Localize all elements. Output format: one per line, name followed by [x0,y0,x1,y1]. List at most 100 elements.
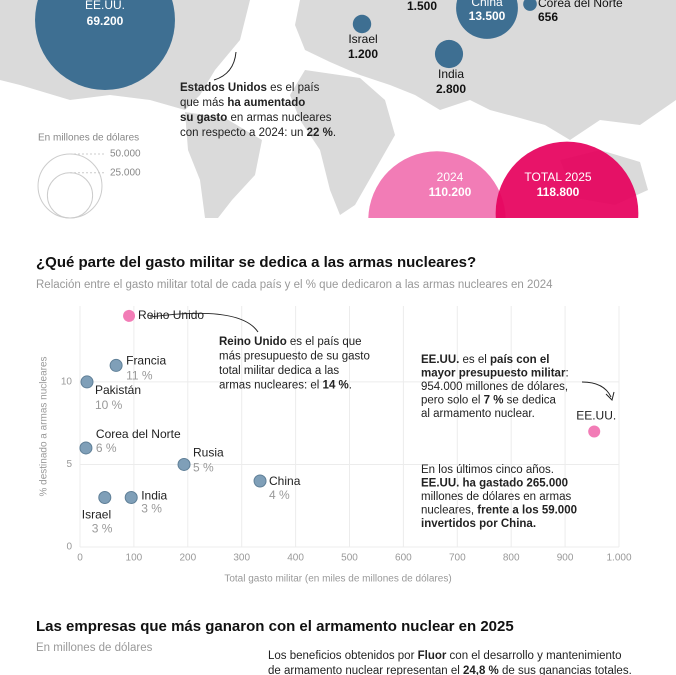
rich-segment: con respecto a 2024: un [180,127,307,139]
rich-segment: es el país que [287,336,362,348]
point-name: Rusia [193,446,224,460]
annotation-leader [581,381,612,398]
bubble [35,0,175,90]
rich-line: pero solo el 7 % se dedica [421,395,557,407]
size-legend-label: 25.000 [110,167,141,178]
point-name: India [141,489,167,503]
point-value-label: 4 % [269,488,290,502]
totals [368,141,639,218]
bubble [456,0,518,39]
section-title: Las empresas que más ganaron con el arma… [36,618,514,635]
rich-segment: 14 % [323,380,349,392]
rich-line: mayor presupuesto militar: [421,368,569,380]
total-value: 110.200 [429,185,472,199]
bubble-name: India [438,67,464,81]
annotation-leader [213,51,237,81]
rich-segment: : [565,368,568,380]
rich-segment: Estados Unidos [180,82,267,94]
bubble-value: 1.500 [407,0,437,13]
total-bubble [368,151,506,218]
rich-line: con respecto a 2024: un 22 %. [180,127,336,139]
bubble-value: 69.200 [87,14,124,28]
point [124,490,138,504]
annotation-arrow [605,391,615,401]
bubble [434,39,464,69]
x-tick-label: 200 [179,553,196,564]
rich-line: EE.UU. ha gastado 265.000 [421,478,568,490]
bubble-value: 13.500 [469,9,506,23]
rich-line: de armamento nuclear representan el 24,8… [268,665,632,675]
rich-segment: al armamento nuclear. [421,408,535,420]
point-value-label: 3 % [141,502,162,516]
rich-segment: país con el [490,354,549,366]
rich-segment: . [349,380,352,392]
rich-segment: se dedica [503,395,556,407]
rich-segment: millones de dólares en armas [421,491,571,503]
point [98,490,112,504]
rich-segment: 954.000 millones de dólares, [421,381,568,393]
bubble [523,0,537,11]
rich-segment: . [333,127,336,139]
total-name: 2024 [437,170,464,184]
rich-segment: mayor presupuesto militar [421,368,566,380]
rich-segment: con el desarrollo y mantenimiento [446,650,621,662]
x-tick-label: 900 [557,553,574,564]
point-value-label: 10 % [95,398,123,412]
rich-segment: ha aumentado [227,97,305,109]
rich-line: armas nucleares: el 14 %. [219,380,352,392]
bubble-name: China [471,0,503,9]
size-legend-circle [46,172,94,219]
y-tick-label: 5 [66,459,72,470]
rich-segment: 7 % [484,395,504,407]
rich-segment: EE.UU. ha gastado 265.000 [421,478,568,490]
point-name: Pakistán [95,383,141,397]
bubble-value: 2.800 [436,82,466,96]
point [109,358,123,372]
point-value-label: 5 % [193,461,214,475]
rich-segment: pero solo el [421,395,484,407]
rich-line: En los últimos cinco años. [421,464,554,476]
rich-segment: Los beneficios obtenidos por [268,650,418,662]
point-name: Israel [82,508,111,522]
rich-line: EE.UU. es el país con el [421,354,549,366]
x-tick-label: 600 [395,553,412,564]
section-subtitle: En millones de dólares [36,642,153,654]
chart-subtitle: Relación entre el gasto militar total de… [36,279,553,291]
point-value-label: 3 % [92,522,113,536]
x-tick-label: 100 [126,553,143,564]
annotation-leader [149,312,259,333]
chart-title: ¿Qué parte del gasto militar se dedica a… [36,254,476,271]
rich-segment: más presupuesto de su gasto [219,351,370,363]
y-axis-label: % destinado a armas nucleares [39,356,50,496]
rich-segment: En los últimos cinco años. [421,464,554,476]
point [123,309,136,322]
bubble-name: Corea del Norte [538,0,623,10]
rich-line: que más ha aumentado [180,97,305,109]
rich-line: 954.000 millones de dólares, [421,381,568,393]
rich-segment: es el [459,354,490,366]
rich-segment: su gasto [180,112,227,124]
rich-segment: 24,8 % [463,665,499,675]
rich-line: más presupuesto de su gasto [219,351,370,363]
point-value-label: 11 % [126,369,153,383]
point [253,474,267,488]
world-map [0,0,676,218]
point-name: Francia [126,354,166,368]
rich-line: total militar dedica a las [219,365,339,377]
x-tick-label: 1.000 [606,553,631,564]
rich-segment: nucleares, [421,505,477,517]
rich-segment: es el país [267,82,320,94]
rich-line: Estados Unidos es el país [180,82,320,94]
x-tick-label: 0 [77,553,83,564]
x-tick-label: 700 [449,553,466,564]
x-tick-label: 400 [287,553,304,564]
point-name: Reino Unido [138,308,204,322]
size-legend-label: 50.000 [110,149,141,160]
rich-line: nucleares, frente a los 59.000 [421,505,577,517]
rich-line: Reino Unido es el país que [219,336,362,348]
rich-segment: armas nucleares: el [219,380,323,392]
point-name: Corea del Norte [96,427,181,441]
bubble-value: 656 [538,10,558,24]
